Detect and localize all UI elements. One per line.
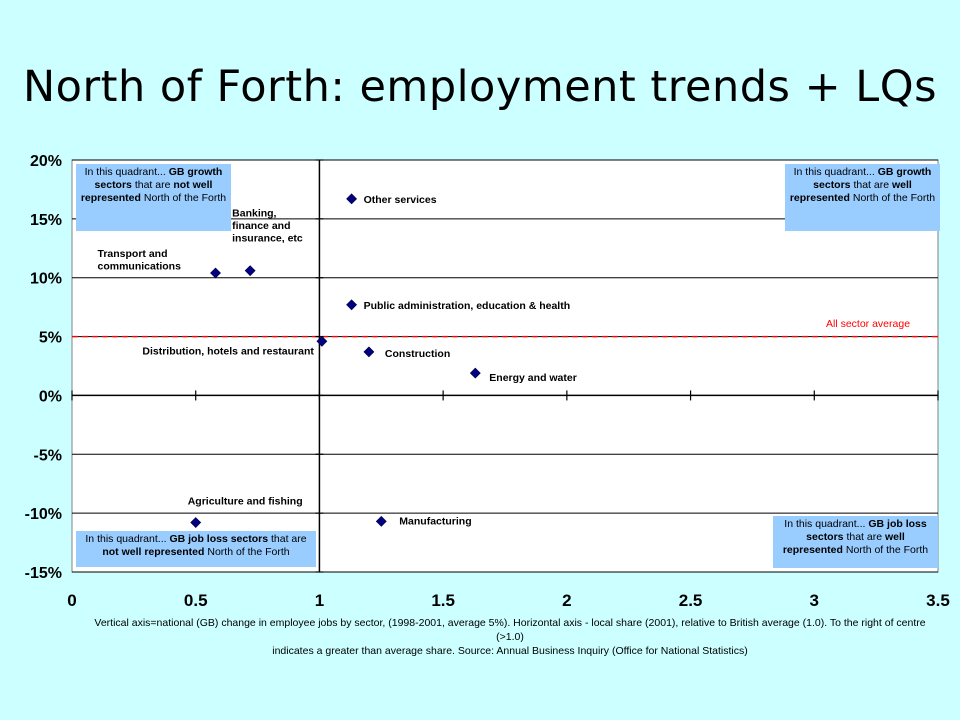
y-tick-label: 20% xyxy=(30,153,62,170)
quadrant-box-top-right: In this quadrant... GB growth sectors th… xyxy=(785,164,940,231)
data-point-7 xyxy=(190,517,202,528)
average-line-label: All sector average xyxy=(826,318,911,330)
data-point-3 xyxy=(346,299,358,311)
point-labels: Other services Banking, finance and insuran… xyxy=(98,194,577,528)
quadrant-box-bottom-left: In this quadrant... GB job loss sectors … xyxy=(76,531,316,567)
point-label-8: Manufacturing xyxy=(399,515,471,527)
slide-title: North of Forth: employment trends + LQs xyxy=(22,62,938,112)
x-tick-label: 3.5 xyxy=(926,591,950,610)
x-tick-label: 2.5 xyxy=(679,591,703,610)
footnote-line-2: indicates a greater than average share. … xyxy=(272,645,748,657)
chart-footnote: Vertical axis=national (GB) change in em… xyxy=(80,616,940,658)
y-tick-label: 0% xyxy=(39,388,62,405)
x-tick-labels: 0 0.5 1 1.5 2 2.5 3 3.5 xyxy=(67,591,950,610)
y-tick-label: -10% xyxy=(25,506,62,523)
y-tick-labels: 20% 15% 10% 5% 0% -5% -10% -15% xyxy=(25,153,62,582)
point-label-5: Construction xyxy=(385,348,450,360)
quadrant-box-bottom-right: In this quadrant... GB job loss sectors … xyxy=(773,516,938,568)
data-point-8 xyxy=(375,515,387,527)
point-label-1: Banking, finance and insurance, etc xyxy=(232,208,303,245)
point-label-0: Other services xyxy=(364,194,437,206)
data-point-0 xyxy=(346,193,358,205)
quadrant-box-top-left: In this quadrant... GB growth sectors th… xyxy=(76,164,231,231)
x-tick-label: 0 xyxy=(67,591,76,610)
x-tick-label: 2 xyxy=(562,591,571,610)
point-label-4: Distribution, hotels and restaurant xyxy=(142,345,314,357)
x-tick-label: 3 xyxy=(810,591,819,610)
point-label-3: Public administration, education & healt… xyxy=(364,300,571,312)
data-point-5 xyxy=(363,346,375,358)
data-point-4 xyxy=(316,335,328,347)
y-tick-label: -15% xyxy=(25,565,62,582)
x-tick-label: 0.5 xyxy=(184,591,208,610)
y-tick-label: -5% xyxy=(34,447,62,464)
x-tick-label: 1.5 xyxy=(431,591,455,610)
y-tick-label: 15% xyxy=(30,212,62,229)
data-point-6 xyxy=(469,367,481,379)
footnote-line-1: Vertical axis=national (GB) change in em… xyxy=(94,617,926,643)
data-point-2 xyxy=(210,267,221,279)
point-label-7: Agriculture and fishing xyxy=(188,496,303,508)
y-tick-label: 10% xyxy=(30,271,62,288)
x-tick-label: 1 xyxy=(315,591,324,610)
y-tick-label: 5% xyxy=(39,330,62,347)
point-label-6: Energy and water xyxy=(489,372,577,384)
point-label-2: Transport and communications xyxy=(98,248,182,273)
axes xyxy=(71,159,939,573)
data-point-1 xyxy=(244,265,256,277)
data-points xyxy=(190,193,481,528)
